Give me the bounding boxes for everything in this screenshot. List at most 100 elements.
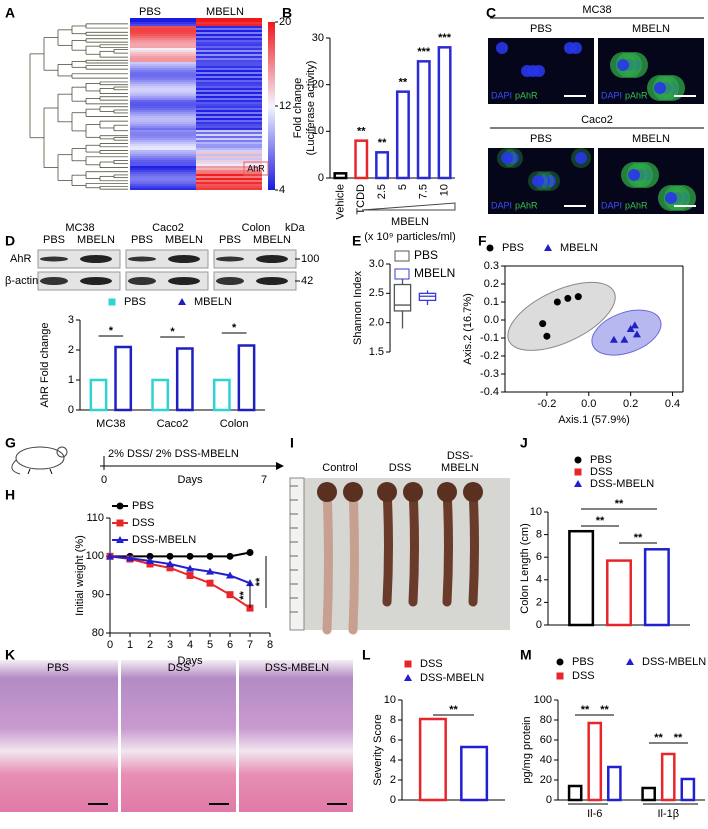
heatmap-row <box>130 124 196 126</box>
legend-label: MBELN <box>194 296 232 308</box>
heatmap-row <box>196 124 262 126</box>
blot-band <box>168 277 200 285</box>
heatmap-row <box>196 108 262 110</box>
bar <box>333 172 348 180</box>
point <box>246 579 254 587</box>
heatmap-header <box>196 18 262 22</box>
heatmap-row <box>130 44 196 46</box>
heatmap-row <box>130 150 196 152</box>
heatmap-row <box>196 48 262 50</box>
bar <box>606 559 632 627</box>
bar <box>175 347 194 412</box>
heatmap-row <box>196 70 262 72</box>
heatmap-row <box>196 156 262 158</box>
y-tick-label: 20 <box>312 79 324 91</box>
cell-nucleus <box>665 192 677 204</box>
legend-marker <box>574 456 582 464</box>
legend-label: DSS-MBELN <box>642 656 706 668</box>
timeline-label: Days <box>177 474 203 486</box>
cell-nucleus <box>496 42 508 54</box>
heatmap-row <box>130 108 196 110</box>
histology-group: PBS <box>47 662 69 674</box>
legend-marker <box>394 268 410 280</box>
cecum <box>377 482 397 502</box>
y-axis-label: pg/mg protein <box>521 716 533 783</box>
point <box>626 325 635 332</box>
channel-label: DAPI <box>601 90 622 100</box>
legend-label: PBS <box>132 500 154 512</box>
cell-line-label: MC38 <box>582 4 611 16</box>
series-line <box>109 555 251 609</box>
photo-group: Control <box>322 462 357 474</box>
channel-label: pAhR <box>625 200 648 210</box>
heatmap-row <box>130 100 196 102</box>
legend-label: DSS <box>590 466 613 478</box>
legend-label: MBELN <box>560 242 598 254</box>
x-tick-label: -0.2 <box>537 398 556 410</box>
heatmap-row <box>130 116 196 118</box>
heatmap-row <box>196 26 262 28</box>
y-tick-label: 10 <box>384 694 396 706</box>
significance: *** <box>438 32 452 44</box>
bar <box>354 139 369 180</box>
heatmap-row <box>196 116 262 118</box>
heatmap-row <box>130 86 196 88</box>
heatmap-row <box>130 54 196 56</box>
heatmap-row <box>196 86 262 88</box>
panel-label: K <box>5 647 15 663</box>
bar <box>416 60 431 180</box>
heatmap-row <box>130 66 196 68</box>
x-axis-label: Axis.1 (57.9%) <box>558 414 630 426</box>
heatmap-row <box>130 130 196 132</box>
heatmap-row <box>196 68 262 70</box>
significance: ** <box>254 577 266 586</box>
heatmap-row <box>196 130 262 132</box>
heatmap-column: PBS <box>139 6 161 18</box>
heatmap-row <box>196 66 262 68</box>
colon <box>408 485 419 607</box>
heatmap-row <box>130 78 196 80</box>
y-tick-label: 40 <box>540 754 552 766</box>
heatmap-row <box>130 24 196 26</box>
point <box>206 579 214 587</box>
histology-image <box>121 660 236 812</box>
y-tick-label: 2 <box>390 774 396 786</box>
heatmap-row <box>196 30 262 32</box>
blot-lane: PBS <box>43 234 65 246</box>
cell-line-label: Caco2 <box>581 114 613 126</box>
significance: * <box>232 322 237 334</box>
y-tick-label: 4 <box>390 754 396 766</box>
blot-lane: PBS <box>131 234 153 246</box>
point <box>126 554 134 562</box>
colorbar <box>268 22 275 190</box>
heatmap-row <box>130 90 196 92</box>
blot-strip <box>37 271 121 291</box>
heatmap-row <box>130 76 196 78</box>
point <box>564 294 572 302</box>
heatmap-row <box>130 82 196 84</box>
heatmap-row <box>196 82 262 84</box>
legend-label: PBS <box>502 242 524 254</box>
significance: ** <box>654 732 663 744</box>
legend-marker <box>116 502 124 510</box>
heatmap-row <box>130 166 196 168</box>
heatmap-row <box>130 186 196 188</box>
heatmap-row <box>196 154 262 156</box>
heatmap-row <box>130 106 196 108</box>
point <box>226 591 234 599</box>
colorbar-tick-label: 12 <box>279 100 291 112</box>
heatmap-row <box>196 110 262 112</box>
x-tick-label: 8 <box>267 639 273 651</box>
y-tick-label: 60 <box>540 734 552 746</box>
y-tick-label: 1.5 <box>369 346 384 358</box>
heatmap-row <box>196 172 262 174</box>
blot-band <box>40 256 68 262</box>
treatment-label: 2% DSS/ 2% DSS-MBELN <box>108 448 239 460</box>
heatmap-row <box>130 26 196 28</box>
x-tick-label: 7.5 <box>418 184 430 199</box>
heatmap-row <box>196 168 262 170</box>
heatmap-row <box>196 114 262 116</box>
legend-marker <box>626 658 634 665</box>
significance: * <box>109 325 114 337</box>
blot-lane: MBELN <box>77 234 115 246</box>
